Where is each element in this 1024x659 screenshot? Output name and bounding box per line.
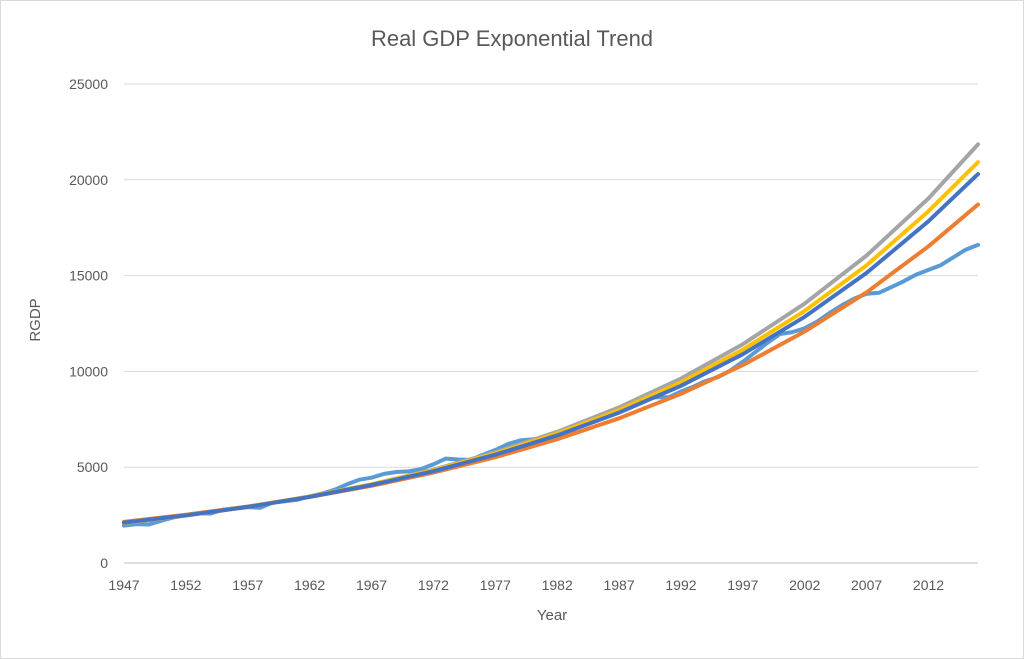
y-tick-label: 5000	[77, 459, 108, 475]
x-tick-label: 1997	[727, 577, 758, 593]
y-tick-label: 10000	[69, 363, 108, 379]
x-tick-label: 1992	[665, 577, 696, 593]
x-tick-label: 1987	[603, 577, 634, 593]
x-tick-label: 1952	[170, 577, 201, 593]
x-tick-label: 2012	[913, 577, 944, 593]
x-tick-label: 1957	[232, 577, 263, 593]
chart-title: Real GDP Exponential Trend	[370, 26, 654, 51]
axes: 0 5000 10000 15000 20000 25000 1947 1952 1957 196…	[69, 76, 978, 593]
y-tick-label: 25000	[69, 76, 108, 92]
x-tick-label: 1967	[356, 577, 387, 593]
series-line-1	[122, 202, 980, 524]
x-tick-label: 1962	[294, 577, 325, 593]
y-tick-label: 15000	[69, 268, 108, 284]
series-line-4	[122, 172, 980, 525]
x-tick-label: 1977	[480, 577, 511, 593]
x-tick-label: 1982	[542, 577, 573, 593]
x-axis-title: Year	[536, 607, 568, 624]
x-tick-label: 1947	[108, 577, 139, 593]
gridlines	[124, 83, 978, 564]
x-tick-label: 1972	[418, 577, 449, 593]
series-line-3	[122, 160, 980, 525]
y-tick-label: 20000	[69, 172, 108, 188]
x-tick-label: 2002	[789, 577, 820, 593]
series-line-2	[122, 142, 980, 526]
series-lines	[122, 142, 980, 528]
y-tick-label: 0	[100, 555, 108, 571]
x-tick-label: 2007	[851, 577, 882, 593]
